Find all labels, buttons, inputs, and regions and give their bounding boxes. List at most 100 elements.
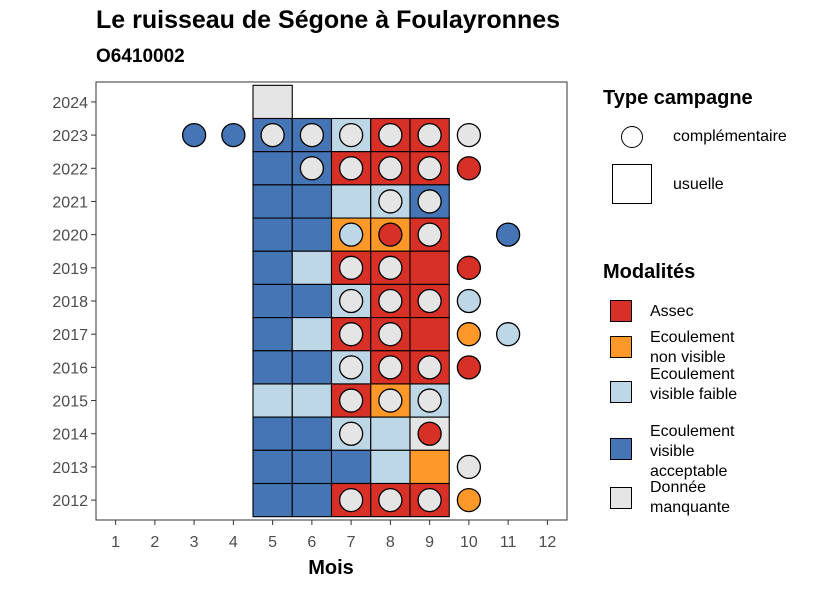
legend-item-ecoulement-visible-faible: Ecoulement visible faible [603, 366, 823, 436]
swatch-assec [610, 300, 632, 322]
point-2023-6-donnee-manquante [299, 122, 325, 148]
tile-2016-6-ecoulement-visible-acceptable [291, 350, 333, 385]
y-axis: 2012 2013 2014 2015 2016 2017 2018 2019 2020 2021… [52, 95, 96, 510]
x-tick-label: 2 [150, 534, 159, 551]
tile-2017-9-assec [409, 317, 450, 352]
point-2022-9-donnee-manquante [417, 156, 442, 181]
square-marker-icon [612, 164, 652, 204]
point-2021-9-donnee-manquante [417, 189, 442, 214]
point-2020-11-ecoulement-visible-acceptable [495, 222, 521, 247]
usuelle-tiles [252, 84, 450, 518]
tile-2020-5-ecoulement-visible-acceptable [252, 217, 293, 252]
tile-2019-9-assec [409, 250, 450, 285]
chart-title: Le ruisseau de Ségone à Foulayronnes [96, 6, 561, 34]
point-2022-7-donnee-manquante [338, 156, 364, 181]
x-tick-label: 12 [538, 534, 556, 551]
y-tick-label: 2012 [52, 493, 88, 510]
point-2017-10-ecoulement-non-visible [456, 322, 482, 347]
point-2017-8-donnee-manquante [378, 322, 403, 347]
legend-item-label: Assec [650, 303, 694, 320]
tile-2024-5-donnee-manquante [252, 84, 293, 120]
x-tick-label: 11 [500, 534, 517, 551]
legend-item-assec: Assec [603, 300, 823, 324]
tile-2014-8-ecoulement-visible-faible [370, 416, 411, 451]
point-2022-10-assec [456, 156, 482, 181]
swatch-ecoulement-visible-acceptable [610, 438, 632, 460]
tile-2017-6-ecoulement-visible-faible [291, 317, 333, 352]
tile-2015-5-ecoulement-visible-faible [252, 383, 293, 418]
point-2018-7-donnee-manquante [338, 288, 364, 314]
x-tick-label: 6 [307, 534, 316, 551]
legend-item-label: Ecoulement visible faible [650, 366, 738, 403]
swatch-ecoulement-visible-faible [610, 381, 632, 403]
tile-2013-9-ecoulement-non-visible [409, 449, 450, 485]
point-2023-10-donnee-manquante [456, 122, 482, 148]
point-2019-8-donnee-manquante [378, 255, 403, 280]
x-axis-title: Mois [308, 557, 354, 579]
point-2014-7-donnee-manquante [338, 421, 364, 446]
tile-2019-6-ecoulement-visible-faible [291, 250, 333, 285]
y-tick-label: 2024 [52, 95, 88, 112]
point-2022-8-donnee-manquante [378, 156, 403, 181]
point-2020-7-ecoulement-visible-faible [338, 222, 364, 247]
tile-2013-5-ecoulement-visible-acceptable [252, 449, 293, 485]
x-tick-label: 5 [268, 534, 277, 551]
y-tick-label: 2020 [52, 228, 88, 245]
tile-2020-6-ecoulement-visible-acceptable [291, 217, 333, 252]
tile-2018-5-ecoulement-visible-acceptable [252, 283, 293, 319]
y-tick-label: 2021 [52, 194, 88, 211]
y-tick-label: 2023 [52, 128, 88, 145]
legend-type-item-usuelle: usuelle [603, 164, 823, 206]
tile-2021-7-ecoulement-visible-faible [330, 184, 372, 219]
legend-modalites-title: Modalités [603, 261, 696, 283]
y-tick-label: 2014 [52, 427, 88, 444]
point-2016-10-assec [456, 355, 482, 380]
point-2023-5-donnee-manquante [260, 122, 285, 148]
swatch-ecoulement-non-visible [610, 336, 632, 358]
chart-subtitle: O6410002 [96, 46, 185, 67]
legend-type-title: Type campagne [603, 87, 753, 109]
tile-2021-5-ecoulement-visible-acceptable [252, 184, 293, 219]
point-2021-8-donnee-manquante [378, 189, 403, 214]
tile-2013-6-ecoulement-visible-acceptable [291, 449, 333, 485]
y-tick-label: 2018 [52, 294, 88, 311]
point-2016-8-donnee-manquante [378, 355, 403, 380]
y-tick-label: 2015 [52, 394, 88, 411]
point-2012-9-donnee-manquante [417, 487, 442, 513]
legend-type-label: complémentaire [673, 128, 787, 145]
point-2023-7-donnee-manquante [338, 122, 364, 148]
point-2018-10-ecoulement-visible-faible [456, 288, 482, 314]
point-2022-6-donnee-manquante [299, 156, 325, 181]
y-tick-label: 2022 [52, 161, 88, 178]
x-tick-label: 10 [460, 534, 478, 551]
legend-item-ecoulement-visible-acceptable: Ecoulement visible acceptable [603, 423, 823, 494]
tile-2012-6-ecoulement-visible-acceptable [291, 482, 333, 518]
point-2018-8-donnee-manquante [378, 288, 403, 314]
legend-item-label: Ecoulement visible acceptable [650, 423, 735, 480]
tile-2018-6-ecoulement-visible-acceptable [291, 283, 333, 319]
point-2017-7-donnee-manquante [338, 322, 364, 347]
x-tick-label: 9 [425, 534, 434, 551]
point-2023-3-ecoulement-visible-acceptable [181, 122, 207, 148]
y-tick-label: 2016 [52, 360, 88, 377]
tile-2014-6-ecoulement-visible-acceptable [291, 416, 333, 451]
x-tick-label: 7 [347, 534, 356, 551]
x-tick-label: 3 [190, 534, 199, 551]
point-2015-9-donnee-manquante [417, 388, 442, 413]
point-2017-11-ecoulement-visible-faible [495, 322, 521, 347]
circle-marker-icon [621, 126, 643, 148]
point-2012-7-donnee-manquante [338, 487, 364, 513]
point-2014-9-assec [417, 421, 442, 446]
legend-item-ecoulement-non-visible: Ecoulement non visible [603, 329, 823, 374]
legend-item-label: Donnée manquante [650, 479, 731, 516]
point-2015-8-donnee-manquante [378, 388, 403, 413]
x-tick-label: 4 [229, 534, 238, 551]
tile-2012-5-ecoulement-visible-acceptable [252, 482, 293, 518]
point-2023-4-ecoulement-visible-acceptable [221, 122, 246, 148]
x-tick-label: 8 [386, 534, 395, 551]
x-tick-label: 1 [111, 534, 120, 551]
point-2016-7-donnee-manquante [338, 355, 364, 380]
tile-2019-5-ecoulement-visible-acceptable [252, 250, 293, 285]
tile-2015-6-ecoulement-visible-faible [291, 383, 333, 418]
